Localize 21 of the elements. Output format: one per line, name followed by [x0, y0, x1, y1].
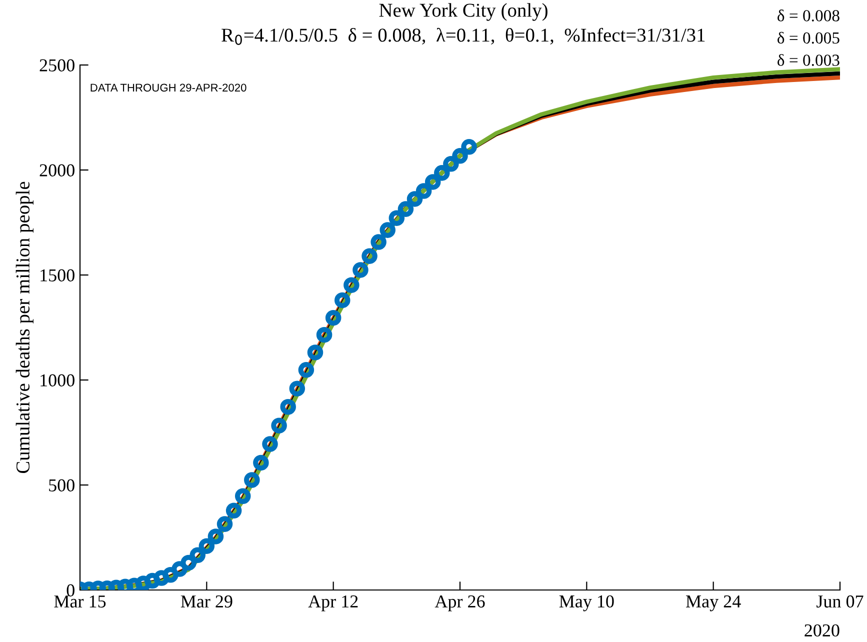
chart-subtitle: R$_{0}$=4.1/0.5/0.5 δ = 0.008, λ=0.11, θ=0.1, %Infect=31/31/31: [222, 28, 705, 45]
x-tick-label: Jun 07: [816, 595, 864, 608]
annotation: DATA THROUGH 29-APR-2020: [90, 84, 246, 92]
y-tick-label: 2000: [40, 164, 74, 176]
x-tick-label: Mar 29: [180, 595, 232, 608]
y-tick-label: 2500: [40, 59, 74, 72]
y-axis-title: Cumulative deaths per million people: [16, 182, 34, 474]
text: 2020: [804, 624, 840, 637]
x-tick-label: May 24: [686, 595, 741, 612]
x-tick-label: Apr 26: [434, 595, 485, 612]
x-tick-label: May 10: [559, 595, 614, 612]
annotation: δ = 0.008: [778, 10, 840, 22]
y-tick-label: 0: [66, 584, 74, 596]
y-tick-label: 1500: [40, 269, 74, 282]
annotation: δ = 0.005: [778, 32, 840, 44]
y-tick-label: 500: [49, 479, 74, 492]
x-tick-label: Mar 15: [54, 595, 106, 608]
x-tick-label: Apr 12: [308, 595, 358, 612]
y-tick-label: 1000: [40, 374, 74, 386]
chart-title: New York City (only): [379, 3, 548, 21]
annotation: δ = 0.003: [778, 54, 840, 66]
